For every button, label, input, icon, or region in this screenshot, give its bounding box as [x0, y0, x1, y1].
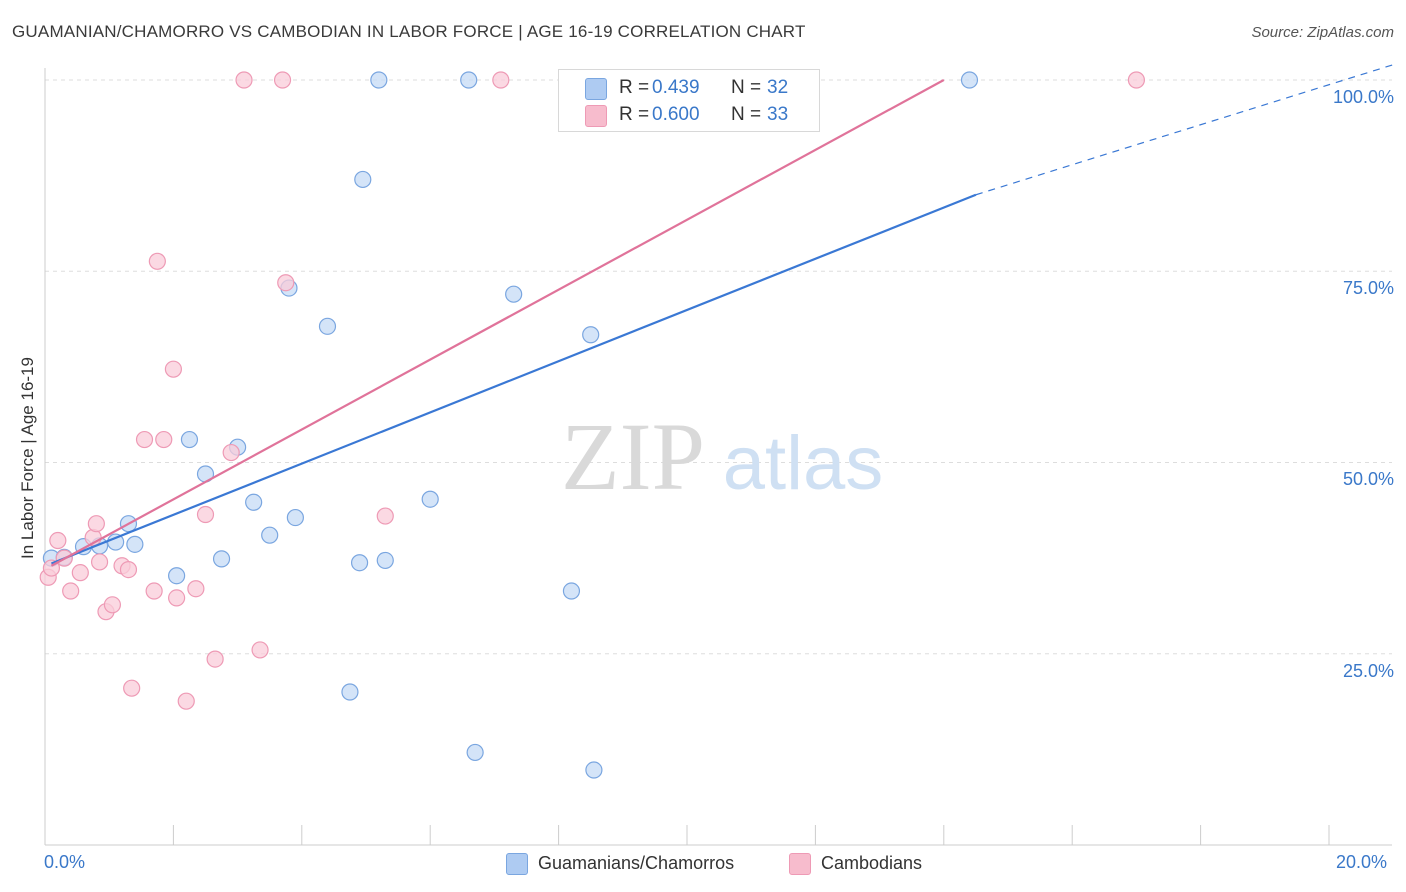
- legend-r-value: 0.600: [652, 104, 700, 125]
- point-cambodians: [123, 679, 141, 697]
- legend: R = 0.439 N = 32 R = 0.600 N = 33: [558, 69, 820, 132]
- point-guamanians: [341, 683, 359, 701]
- point-cambodians: [119, 560, 138, 579]
- legend-r-label: R =: [619, 104, 650, 125]
- point-cambodians: [376, 507, 394, 525]
- point-cambodians: [90, 553, 109, 571]
- watermark: ZIP atlas: [561, 403, 883, 510]
- legend-n-value: 32: [767, 77, 789, 98]
- point-cambodians: [164, 360, 182, 378]
- point-cambodians: [235, 71, 253, 89]
- point-guamanians: [585, 761, 603, 779]
- point-cambodians: [103, 596, 122, 614]
- point-cambodians: [62, 582, 80, 600]
- point-cambodians: [168, 589, 186, 607]
- point-guamanians: [562, 582, 581, 600]
- point-cambodians: [492, 71, 510, 89]
- point-cambodians: [251, 641, 269, 659]
- point-cambodians: [87, 515, 105, 533]
- point-guamanians: [466, 743, 484, 762]
- point-cambodians: [1127, 71, 1146, 89]
- axes: [44, 68, 1392, 846]
- x-tick-20: 20.0%: [1336, 852, 1388, 872]
- point-cambodians: [49, 531, 67, 550]
- legend-n-value: 33: [767, 104, 789, 125]
- legend-n-label: N =: [731, 104, 762, 125]
- watermark-zip: ZIP: [561, 403, 705, 510]
- trend-lines: [50, 64, 1394, 567]
- watermark-atlas: atlas: [723, 421, 884, 506]
- point-guamanians: [212, 550, 231, 568]
- point-guamanians: [350, 554, 369, 572]
- y-tick-75: 75.0%: [1342, 278, 1394, 298]
- bottom-legend-label: Cambodians: [821, 853, 923, 873]
- point-cambodians: [148, 252, 166, 270]
- point-cambodians: [206, 650, 224, 668]
- trend-line-guamanians-extension: [975, 64, 1394, 196]
- source-label: Source: ZipAtlas.com: [1251, 24, 1394, 41]
- point-cambodians: [222, 443, 240, 462]
- point-guamanians: [354, 170, 372, 189]
- point-guamanians: [180, 430, 199, 449]
- legend-r-label: R =: [619, 77, 650, 98]
- point-guamanians: [421, 490, 439, 508]
- y-tick-50: 50.0%: [1342, 469, 1394, 489]
- trend-line-guamanians: [51, 193, 977, 565]
- legend-r-value: 0.439: [652, 77, 700, 98]
- point-cambodians: [177, 692, 195, 710]
- point-cambodians: [71, 564, 89, 582]
- y-tick-25: 25.0%: [1342, 661, 1394, 681]
- point-cambodians: [273, 71, 292, 89]
- chart-title: GUAMANIAN/CHAMORRO VS CAMBODIAN IN LABOR…: [12, 22, 806, 41]
- grid-lines: [45, 79, 1392, 655]
- data-points: [39, 71, 1146, 779]
- legend-swatch-guamanians: [585, 78, 607, 100]
- point-cambodians: [196, 505, 215, 524]
- point-cambodians: [135, 430, 154, 449]
- point-guamanians: [460, 71, 478, 89]
- point-guamanians: [582, 326, 600, 344]
- point-guamanians: [286, 508, 304, 527]
- trend-line-cambodians: [50, 79, 945, 567]
- point-cambodians: [145, 582, 163, 600]
- point-guamanians: [168, 567, 186, 585]
- point-guamanians: [960, 71, 979, 89]
- bottom-legend-label: Guamanians/Chamorros: [538, 853, 735, 873]
- point-guamanians: [370, 71, 388, 89]
- point-guamanians: [261, 526, 279, 544]
- point-guamanians: [318, 317, 337, 335]
- point-cambodians: [155, 430, 173, 449]
- point-cambodians: [277, 274, 295, 292]
- y-tick-100: 100.0%: [1332, 87, 1394, 107]
- point-cambodians: [187, 580, 205, 598]
- bottom-legend-swatch-guamanians: [506, 853, 528, 875]
- bottom-legend-swatch-cambodians: [789, 853, 811, 875]
- point-guamanians: [505, 285, 523, 303]
- legend-swatch-cambodians: [585, 105, 607, 127]
- x-tick-0: 0.0%: [44, 852, 86, 872]
- point-guamanians: [245, 493, 263, 511]
- legend-n-label: N =: [731, 77, 762, 98]
- point-guamanians: [376, 551, 394, 570]
- point-guamanians: [126, 535, 144, 553]
